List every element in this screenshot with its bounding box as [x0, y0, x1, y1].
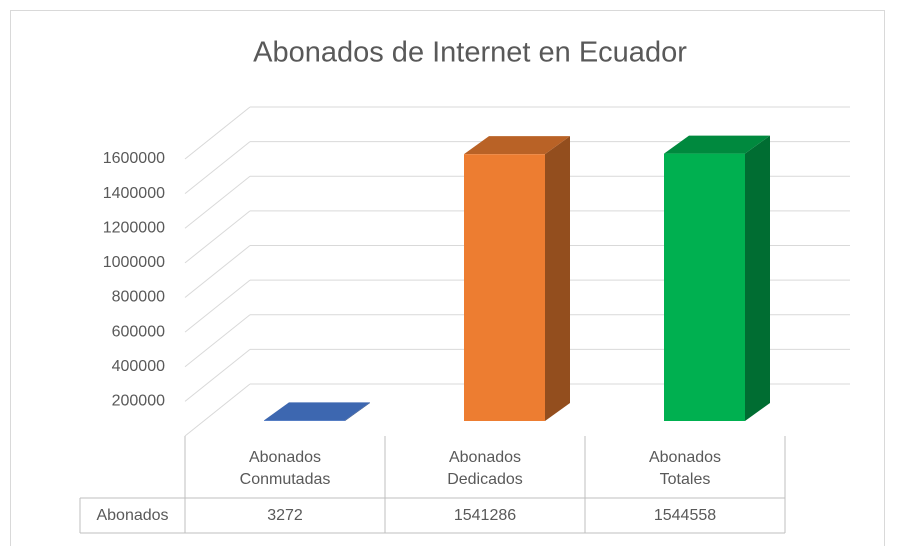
grid-line — [184, 175, 251, 229]
category-label: Abonados Conmutadas — [239, 449, 331, 488]
grid-line — [184, 141, 251, 195]
bar — [464, 154, 545, 421]
y-tick-label: 1000000 — [103, 254, 165, 271]
grid-line — [184, 245, 251, 298]
y-tick-label: 1400000 — [103, 185, 165, 202]
grid-line — [184, 106, 251, 160]
bar — [264, 420, 345, 421]
y-tick-label: 600000 — [112, 323, 165, 340]
bar-top — [664, 135, 770, 154]
bar-side — [745, 135, 770, 421]
grid-line — [184, 210, 251, 264]
y-tick-label: 400000 — [112, 358, 165, 375]
category-label: Abonados Totales — [648, 449, 722, 488]
y-tick-label: 1200000 — [103, 219, 165, 236]
row-header: Abonados — [96, 506, 169, 524]
y-tick-label: 800000 — [112, 289, 165, 306]
bar-side — [345, 402, 370, 421]
grid-line — [184, 348, 251, 402]
bar-top — [264, 402, 370, 421]
floor-side — [184, 383, 251, 437]
bar-side — [545, 136, 570, 421]
bar — [664, 153, 745, 421]
grid-line — [184, 279, 251, 333]
y-tick-label: 1600000 — [103, 150, 165, 167]
category-label: Abonados Dedicados — [447, 449, 523, 488]
value-label: 1544558 — [653, 506, 717, 524]
chart-title: Abonados de Internet en Ecuador — [253, 37, 687, 69]
y-tick-label: 200000 — [112, 393, 165, 410]
bar-top — [464, 136, 570, 155]
grid-line — [184, 314, 251, 368]
value-label: 3272 — [267, 506, 303, 524]
value-label: 1541286 — [453, 506, 517, 524]
